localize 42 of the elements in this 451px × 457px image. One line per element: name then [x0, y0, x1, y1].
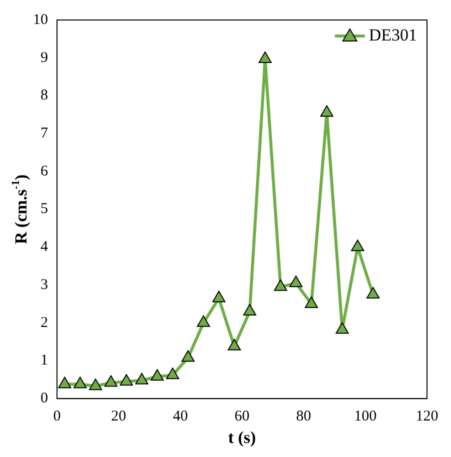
point: [88, 378, 102, 390]
y-tick-label: 0: [40, 390, 48, 407]
y-tick-label: 2: [40, 314, 48, 331]
point: [166, 368, 180, 380]
x-tick-label: 60: [234, 408, 250, 425]
y-tick-label: 8: [40, 88, 48, 104]
y-tick-label: 9: [40, 50, 48, 66]
point: [150, 369, 164, 381]
point: [304, 296, 318, 308]
y-tick-label: 3: [40, 276, 48, 293]
legend-label: DE301: [368, 25, 418, 44]
x-tick-label: 100: [354, 408, 377, 425]
y-tick-label: 7: [40, 126, 48, 142]
x-tick-label: 20: [111, 408, 126, 425]
point: [120, 374, 133, 386]
point: [104, 375, 118, 387]
point: [366, 286, 380, 298]
point: [135, 372, 148, 384]
x-axis-title: t (s): [228, 428, 256, 448]
y-tick-label: 10: [33, 12, 48, 28]
x-tick-label: 40: [172, 408, 188, 425]
point: [181, 350, 195, 362]
point: [274, 279, 288, 291]
point: [258, 51, 272, 63]
point: [228, 338, 241, 350]
point: [320, 105, 334, 117]
point: [196, 315, 210, 327]
x-tick-label: 120: [416, 408, 438, 425]
point: [351, 240, 364, 252]
point: [336, 322, 349, 334]
point: [58, 376, 72, 388]
y-tick-label: 4: [40, 239, 48, 256]
y-axis-title: R (cm.s-1): [10, 174, 30, 244]
point: [289, 276, 303, 288]
x-tick-label: 80: [296, 408, 312, 425]
y-tick-label: 5: [40, 201, 48, 218]
y-tick-label: 6: [40, 163, 48, 180]
point: [243, 304, 256, 316]
point: [212, 290, 226, 302]
y-tick-label: 1: [40, 352, 48, 369]
point: [74, 376, 87, 388]
x-tick-label: 0: [53, 408, 61, 425]
